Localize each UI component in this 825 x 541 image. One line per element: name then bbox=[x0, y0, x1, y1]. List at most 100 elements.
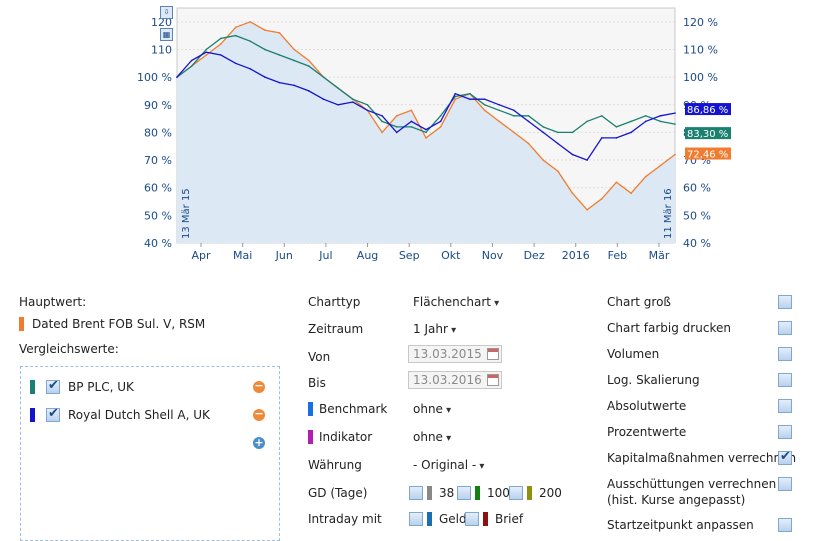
series-point bbox=[498, 103, 501, 106]
gd-200-checkbox[interactable] bbox=[509, 486, 523, 500]
gd-100-checkbox[interactable] bbox=[457, 486, 471, 500]
gd-38-checkbox[interactable] bbox=[409, 486, 423, 500]
series-point bbox=[513, 131, 515, 134]
gd-100-label: 100 bbox=[487, 486, 510, 500]
series-point bbox=[542, 159, 544, 161]
y-tick-label-right: 50 % bbox=[683, 209, 711, 222]
series-point bbox=[205, 48, 208, 51]
series-point bbox=[469, 98, 471, 101]
x-tick-label: Okt bbox=[441, 249, 461, 262]
charttyp-label: Charttyp bbox=[308, 295, 361, 309]
charttyp-select[interactable]: Flächenchart bbox=[413, 295, 499, 309]
calendar-icon[interactable] bbox=[487, 374, 499, 386]
series-point bbox=[278, 81, 281, 84]
compare-color-swatch bbox=[30, 380, 35, 394]
x-tick-label: Sep bbox=[399, 249, 420, 262]
benchmark-select[interactable]: ohne bbox=[413, 402, 451, 416]
option-checkbox[interactable] bbox=[778, 373, 792, 387]
y-tick-label-left: 70 % bbox=[144, 154, 172, 167]
remove-icon[interactable]: − bbox=[253, 379, 265, 393]
end-date-label: 11 Mär 16 bbox=[663, 188, 674, 239]
series-point bbox=[337, 103, 339, 106]
bis-date-field[interactable]: 13.03.2016 bbox=[408, 371, 502, 389]
y-tick-label-left: 90 % bbox=[144, 99, 172, 112]
geld-checkbox[interactable] bbox=[409, 512, 423, 526]
zeitraum-select[interactable]: 1 Jahr bbox=[413, 322, 456, 336]
vergleich-title: Vergleichswerte: bbox=[19, 342, 119, 356]
series-point bbox=[278, 32, 281, 34]
series-point bbox=[454, 98, 457, 101]
add-compare-icon[interactable]: + bbox=[253, 436, 265, 449]
gd-label: GD (Tage) bbox=[308, 486, 368, 500]
series-point bbox=[249, 21, 252, 23]
series-point bbox=[615, 137, 618, 139]
option-label: Prozentwerte bbox=[607, 425, 687, 439]
series-point bbox=[351, 98, 354, 101]
series-point bbox=[498, 109, 501, 112]
series-point bbox=[542, 131, 544, 134]
series-point bbox=[483, 109, 486, 112]
series-point bbox=[600, 197, 603, 200]
option-checkbox[interactable] bbox=[778, 449, 792, 465]
start-date-label: 13 Mär 15 bbox=[181, 188, 192, 239]
series-point bbox=[220, 43, 222, 45]
hauptwert-title: Hauptwert: bbox=[19, 295, 87, 309]
indikator-select[interactable]: ohne bbox=[413, 430, 451, 444]
series-point bbox=[264, 29, 266, 31]
x-tick-label: Jun bbox=[275, 249, 293, 262]
hauptwert-color-swatch bbox=[19, 317, 24, 331]
series-point bbox=[190, 65, 193, 67]
waehrung-select[interactable]: - Original - bbox=[413, 458, 484, 472]
series-point bbox=[381, 120, 383, 123]
y-tick-label-right: 40 % bbox=[683, 237, 711, 250]
option-label: Chart farbig drucken bbox=[607, 321, 731, 335]
von-date-field[interactable]: 13.03.2015 bbox=[408, 345, 502, 363]
option-checkbox[interactable] bbox=[778, 295, 792, 309]
option-checkbox[interactable] bbox=[778, 425, 792, 439]
x-tick-label: Jul bbox=[318, 249, 332, 262]
export-icon[interactable]: ⇩ bbox=[160, 6, 173, 19]
series-point bbox=[674, 112, 676, 114]
x-tick-label: Nov bbox=[482, 249, 504, 262]
option-checkbox[interactable] bbox=[778, 347, 792, 361]
series-end-badge bbox=[685, 103, 731, 116]
von-date-value: 13.03.2015 bbox=[413, 347, 482, 361]
option-label: Chart groß bbox=[607, 295, 671, 309]
series-point bbox=[630, 131, 632, 134]
series-point bbox=[600, 115, 603, 117]
series-point bbox=[410, 126, 413, 128]
series-point bbox=[644, 175, 647, 178]
series-point bbox=[410, 120, 413, 123]
compare-checkbox-shell[interactable] bbox=[46, 406, 60, 422]
series-point bbox=[557, 142, 559, 145]
benchmark-label: Benchmark bbox=[319, 402, 388, 416]
series-end-label: 83,30 % bbox=[687, 129, 728, 140]
series-point bbox=[439, 115, 442, 117]
x-tick-label: Apr bbox=[191, 249, 211, 262]
von-label: Von bbox=[308, 350, 331, 364]
brief-checkbox[interactable] bbox=[465, 512, 479, 526]
option-checkbox[interactable] bbox=[778, 477, 792, 491]
geld-color bbox=[427, 512, 432, 526]
option-label: Startzeitpunkt anpassen bbox=[607, 518, 754, 532]
compare-name-bp: BP PLC, UK bbox=[68, 380, 134, 394]
series-point bbox=[571, 192, 574, 195]
series-point bbox=[308, 59, 310, 62]
gd-38-label: 38 bbox=[439, 486, 455, 500]
series-point bbox=[513, 115, 515, 117]
option-checkbox[interactable] bbox=[778, 399, 792, 413]
compare-checkbox-bp[interactable] bbox=[46, 378, 60, 394]
remove-icon[interactable]: − bbox=[253, 407, 265, 421]
series-point bbox=[615, 126, 618, 128]
x-tick-label: Dez bbox=[524, 249, 545, 262]
option-checkbox[interactable] bbox=[778, 518, 792, 532]
series-point bbox=[278, 54, 281, 56]
series-point bbox=[586, 159, 588, 161]
series-point bbox=[557, 131, 559, 134]
series-point bbox=[615, 181, 618, 183]
series-point bbox=[293, 48, 295, 51]
calendar-icon[interactable] bbox=[487, 348, 499, 360]
table-icon[interactable]: ▦ bbox=[160, 28, 173, 41]
series-point bbox=[220, 54, 222, 56]
option-checkbox[interactable] bbox=[778, 321, 792, 335]
